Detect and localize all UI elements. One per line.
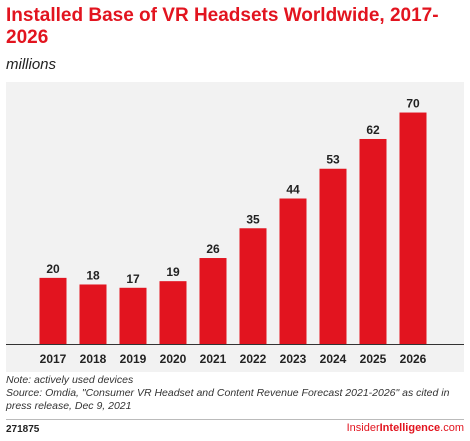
x-tick-label-2025: 2025 (360, 352, 387, 366)
source-text: Source: Omdia, "Consumer VR Headset and … (6, 387, 450, 412)
bar-2018 (79, 284, 107, 344)
bar-2025 (359, 138, 387, 344)
chart-id: 271875 (6, 424, 40, 435)
data-label-2026: 70 (406, 97, 420, 111)
x-tick-label-2020: 2020 (160, 352, 187, 366)
x-tick-label-2017: 2017 (40, 352, 67, 366)
data-label-2017: 20 (46, 262, 60, 276)
bar-chart: 20 2017 18 2018 17 2019 19 2020 26 2021 35 2022 44 20… (6, 97, 464, 366)
x-tick-label-2024: 2024 (320, 352, 347, 366)
brand-name-part2: Intelligence (379, 422, 441, 434)
x-tick-label-2021: 2021 (200, 352, 227, 366)
x-tick-label-2023: 2023 (280, 352, 307, 366)
bar-2022 (239, 228, 267, 344)
bar-2023 (279, 198, 307, 344)
x-tick-label-2018: 2018 (80, 352, 107, 366)
bar-2021 (199, 258, 227, 344)
bar-2019 (119, 287, 147, 344)
chart-subtitle: millions (6, 56, 57, 73)
chart-area: 20 2017 18 2018 17 2019 19 2020 26 2021 35 2022 44 20… (6, 82, 464, 372)
data-label-2023: 44 (286, 183, 300, 197)
bar-2024 (319, 168, 347, 344)
data-label-2018: 18 (86, 268, 100, 282)
note-text: Note: actively used devices (6, 374, 134, 386)
data-label-2021: 26 (206, 242, 220, 256)
x-tick-label-2026: 2026 (400, 352, 427, 366)
data-label-2022: 35 (246, 212, 260, 226)
data-label-2020: 19 (166, 265, 180, 279)
bar-2026 (399, 112, 427, 345)
footer-divider (6, 419, 464, 420)
bar-2020 (159, 281, 187, 344)
data-label-2024: 53 (326, 153, 340, 167)
data-label-2025: 62 (366, 123, 380, 137)
brand-name-part1: Insider (346, 422, 380, 434)
bar-2017 (39, 277, 67, 344)
data-label-2019: 17 (126, 272, 140, 286)
brand-logo: InsiderIntelligence.com (347, 422, 464, 434)
x-tick-label-2019: 2019 (120, 352, 147, 366)
notes: Note: actively used devices Source: Omdi… (6, 374, 462, 413)
brand-name-part3: .com (440, 422, 464, 434)
chart-title: Installed Base of VR Headsets Worldwide,… (6, 5, 439, 48)
x-tick-label-2022: 2022 (240, 352, 267, 366)
